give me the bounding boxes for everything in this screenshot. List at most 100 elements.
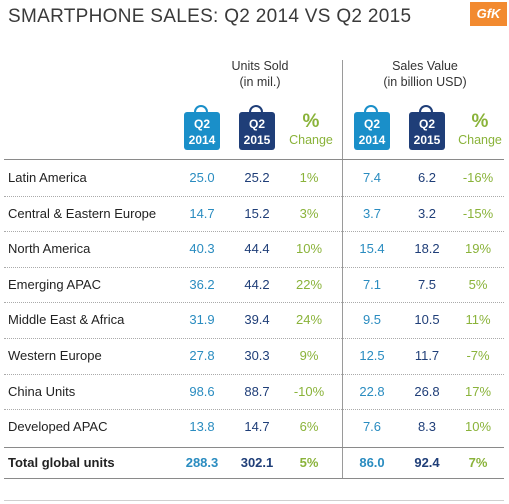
table-row: North America 40.3 44.4 10% 15.4 18.2 19% (0, 241, 509, 277)
cell-units-2014: 13.8 (189, 419, 215, 434)
row-label: Western Europe (8, 348, 102, 363)
row-separator (4, 374, 504, 375)
cell-value-2014: 7.6 (362, 419, 382, 434)
row-separator (4, 409, 504, 410)
cell-units-2014: 36.2 (189, 277, 215, 292)
units-sold-unit: (in mil.) (239, 75, 281, 89)
cell-units-2014: 31.9 (189, 312, 215, 327)
cell-value-change: 5% (468, 277, 488, 292)
cell-units-change: 1% (299, 170, 319, 185)
total-value-2015: 92.4 (414, 455, 440, 470)
cell-value-2015: 7.5 (417, 277, 437, 292)
cell-value-change: -16% (462, 170, 494, 185)
row-label: North America (8, 241, 91, 256)
cell-units-2014: 25.0 (189, 170, 215, 185)
cell-units-2014: 40.3 (189, 241, 215, 256)
cell-value-2015: 8.3 (417, 419, 437, 434)
cell-units-2014: 27.8 (189, 348, 215, 363)
cell-value-2015: 6.2 (417, 170, 437, 185)
cell-value-2014: 7.4 (362, 170, 382, 185)
row-label: Central & Eastern Europe (8, 206, 157, 221)
row-label: Developed APAC (8, 419, 108, 434)
units-change-header-symbol: % (302, 111, 320, 132)
cell-value-change: 17% (464, 384, 492, 399)
cell-value-change: -15% (462, 206, 494, 221)
value-q2-2015-header-line1: Q2 (418, 117, 435, 131)
cell-units-2015: 44.4 (244, 241, 270, 256)
cell-value-2015: 18.2 (414, 241, 440, 256)
row-separator (4, 196, 504, 197)
units-q2-2014-header-line2: 2014 (188, 133, 216, 147)
gfk-logo: GfK (470, 2, 507, 26)
cell-units-2014: 98.6 (189, 384, 215, 399)
value-q2-2014-header-line2: 2014 (358, 133, 386, 147)
cell-units-change: -10% (293, 384, 325, 399)
footer-rule (4, 500, 504, 501)
cell-units-change: 6% (299, 419, 319, 434)
cell-units-change: 10% (295, 241, 323, 256)
total-bottom-rule (4, 478, 504, 479)
units-change-header: % Change (283, 112, 339, 148)
cell-value-change: -7% (466, 348, 490, 363)
value-q2-2014-header-line1: Q2 (363, 117, 380, 131)
cell-value-2015: 3.2 (417, 206, 437, 221)
cell-units-2015: 30.3 (244, 348, 270, 363)
units-q2-2015-header-line1: Q2 (248, 117, 265, 131)
cell-units-2015: 14.7 (244, 419, 270, 434)
cell-units-change: 22% (295, 277, 323, 292)
row-separator (4, 302, 504, 303)
header-divider (4, 159, 504, 160)
cell-units-2014: 14.7 (189, 206, 215, 221)
sales-value-group-header: Sales Value (in billion USD) (360, 58, 490, 90)
chart-title: SMARTPHONE SALES: Q2 2014 VS Q2 2015 (8, 6, 412, 27)
row-label: Latin America (8, 170, 87, 185)
units-q2-2015-header-line2: 2015 (243, 133, 271, 147)
total-label: Total global units (8, 455, 115, 470)
cell-units-change: 3% (299, 206, 319, 221)
cell-units-change: 9% (299, 348, 319, 363)
value-change-header-label: Change (458, 133, 502, 147)
value-change-header: % Change (452, 112, 508, 148)
table-row: Latin America 25.0 25.2 1% 7.4 6.2 -16% (0, 170, 509, 206)
total-units-2015: 302.1 (240, 455, 274, 470)
cell-value-2015: 11.7 (414, 348, 440, 363)
cell-value-2014: 7.1 (362, 277, 382, 292)
cell-value-2014: 12.5 (359, 348, 385, 363)
row-label: Middle East & Africa (8, 312, 125, 327)
table-row: Central & Eastern Europe 14.7 15.2 3% 3.7 3.2… (0, 206, 509, 242)
table-row: Developed APAC 13.8 14.7 6% 7.6 8.3 10% (0, 419, 509, 455)
total-units-change: 5% (299, 455, 319, 470)
total-units-2014: 288.3 (185, 455, 219, 470)
row-label: Emerging APAC (8, 277, 101, 292)
cell-value-2015: 10.5 (414, 312, 440, 327)
units-q2-2015-header-icon: Q2 2015 (239, 105, 275, 150)
cell-value-2014: 22.8 (359, 384, 385, 399)
cell-units-2015: 15.2 (244, 206, 270, 221)
units-q2-2014-header-icon: Q2 2014 (184, 105, 220, 150)
total-value-2014: 86.0 (359, 455, 385, 470)
value-q2-2015-header-line2: 2015 (413, 133, 441, 147)
cell-units-2015: 25.2 (244, 170, 270, 185)
total-value-change: 7% (468, 455, 488, 470)
table-row: China Units 98.6 88.7 -10% 22.8 26.8 17% (0, 384, 509, 420)
units-sold-group-header: Units Sold (in mil.) (200, 58, 320, 90)
cell-value-2014: 15.4 (359, 241, 385, 256)
row-separator (4, 231, 504, 232)
cell-value-change: 11% (465, 312, 491, 327)
row-separator (4, 338, 504, 339)
cell-value-2015: 26.8 (414, 384, 440, 399)
sales-value-unit: (in billion USD) (383, 75, 467, 89)
value-q2-2015-header-icon: Q2 2015 (409, 105, 445, 150)
row-separator (4, 267, 504, 268)
cell-units-2015: 39.4 (244, 312, 270, 327)
table-row: Western Europe 27.8 30.3 9% 12.5 11.7 -7% (0, 348, 509, 384)
row-label: China Units (8, 384, 76, 399)
group-divider (342, 60, 343, 478)
cell-units-2015: 44.2 (244, 277, 270, 292)
total-row: Total global units 288.3 302.1 5% 86.0 9… (0, 455, 509, 491)
value-q2-2014-header-icon: Q2 2014 (354, 105, 390, 150)
cell-units-2015: 88.7 (244, 384, 270, 399)
cell-value-change: 19% (464, 241, 492, 256)
table-row: Emerging APAC 36.2 44.2 22% 7.1 7.5 5% (0, 277, 509, 313)
cell-units-change: 24% (295, 312, 323, 327)
